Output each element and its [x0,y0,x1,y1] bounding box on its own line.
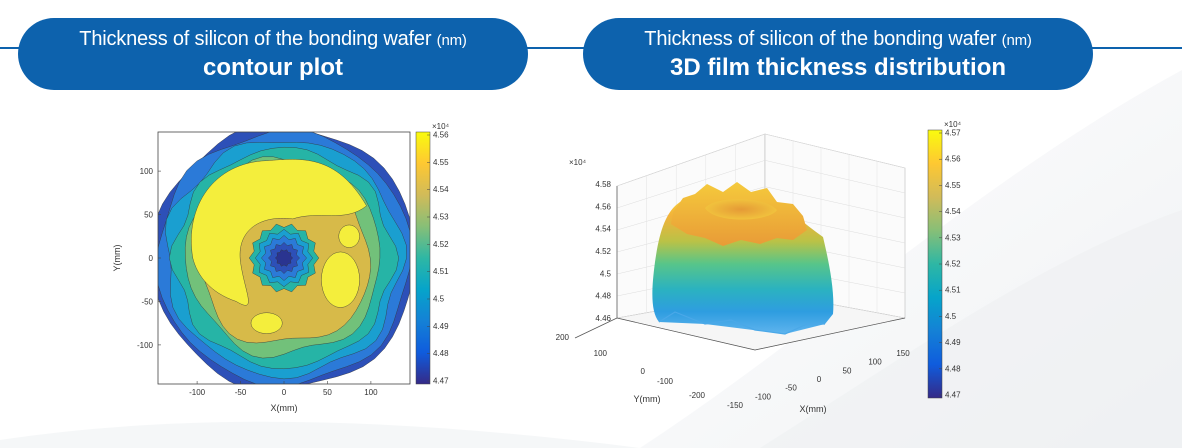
contour-high-island [338,224,360,248]
contour-ylabel: Y(mm) [112,245,122,272]
y-tick-label: 200 [556,333,570,342]
z-tick-label: 4.52 [595,247,611,256]
x-tick-label: -100 [189,388,206,397]
surface-xlabel: X(mm) [800,404,827,414]
z-tick-label: 4.58 [595,180,611,189]
colorbar-tick-label: 4.54 [945,207,961,216]
surface-shape [652,182,834,335]
colorbar-tick-label: 4.49 [945,338,961,347]
grid-line [764,160,906,194]
contour-xlabel: X(mm) [271,403,298,413]
x-tick-label: -50 [785,384,797,393]
colorbar-tick-label: 4.55 [945,181,961,190]
surface-labels: ×10⁴ 4.58 4.56 4.54 4.52 4.5 4.48 4.46 200 100 0 -1… [556,158,911,410]
colorbar-tick-label: 4.5 [433,295,445,304]
contour-high-island [321,251,360,308]
surface-ylabel: Y(mm) [634,394,661,404]
z-tick-label: 4.56 [595,202,611,211]
y-tick-label: -200 [689,391,706,400]
z-exponent-label: ×10⁴ [569,158,587,167]
contour-layers [158,132,410,384]
panel-title-text: Thickness of silicon of the bonding wafe… [79,28,432,50]
header-rule-right [1085,47,1182,49]
x-tick-label: 100 [868,358,882,367]
panel-title-unit: (nm) [436,32,467,49]
colorbar-tick-label: 4.53 [945,233,961,242]
y-axis-line [616,317,756,351]
panel-title-unit: (nm) [1001,32,1032,49]
contour-high-region [191,159,367,306]
colorbar-tick-label: 4.52 [945,260,961,269]
grid-line [616,133,766,187]
colorbar-tick-label: 4.57 [945,129,961,138]
x-tick-label: 50 [843,366,852,375]
grid-line [616,160,766,209]
colorbar-tick-label: 4.51 [945,286,961,295]
x-tick-label: -100 [755,392,772,401]
grid-line [764,133,906,169]
x-tick-label: 150 [896,349,910,358]
colorbar-tick-label: 4.56 [945,155,961,164]
y-tick-label: 100 [140,167,154,176]
colorbar-tick-label: 4.48 [945,364,961,373]
x-tick-label: 0 [817,375,822,384]
x-tick-label: 50 [323,388,332,397]
colorbar-tick-label: 4.53 [433,213,449,222]
colorbar-tick-label: 4.47 [433,377,449,386]
x-tick-label: 100 [364,388,378,397]
colorbar-tick-label: 4.55 [433,158,449,167]
colorbar-tick-label: 4.52 [433,240,449,249]
y-axis-line [574,317,618,339]
colorbar-tick-label: 4.48 [433,349,449,358]
z-tick-label: 4.54 [595,225,611,234]
y-tick-label: -100 [657,377,674,386]
colorbar-tick-label: 4.5 [945,312,957,321]
x-tick-label: -50 [235,388,247,397]
contour-dip-level-4 [275,249,293,267]
x-tick-label: -150 [727,401,744,410]
y-tick-label: 0 [149,254,154,263]
z-tick-label: 4.46 [595,314,611,323]
colorbar-tick-label: 4.51 [433,267,449,276]
surface-3d-plot: ×10⁴ 4.58 4.56 4.54 4.52 4.5 4.48 4.46 200 100 0 -1… [556,120,962,414]
panel-title-contour: Thickness of silicon of the bonding wafe… [18,18,528,90]
z-tick-label: 4.5 [600,269,612,278]
panel-subtitle: 3D film thickness distribution [669,54,1007,81]
x-axis-line [754,317,906,351]
y-tick-label: 100 [594,349,608,358]
y-tick-label: -100 [137,341,154,350]
surface-center-dip [705,199,777,220]
contour-plot: -100 -50 0 50 100 100 50 0 -50 -100 X(mm) Y(mm) ×… [112,122,450,413]
y-tick-label: -50 [141,297,153,306]
contour-ticks: -100 -50 0 50 100 100 50 0 -50 -100 [137,167,378,397]
surface-bottom-edge [658,311,825,335]
colorbar-gradient [415,131,431,385]
colorbar-tick-label: 4.49 [433,322,449,331]
x-tick-label: 0 [282,388,287,397]
contour-high-island [250,312,283,334]
panel-title-3d: Thickness of silicon of the bonding wafe… [583,18,1093,90]
panel-subtitle: contour plot [203,54,343,81]
z-tick-label: 4.48 [595,292,611,301]
header-rule-left [0,47,30,49]
colorbar-tick-label: 4.54 [433,185,449,194]
grid-line [764,186,906,219]
colorbar-exponent: ×10⁴ [432,122,450,131]
header-rule-middle [520,47,590,49]
colorbar-tick-label: 4.56 [433,131,449,140]
colorbar-exponent: ×10⁴ [944,120,962,129]
y-tick-label: 0 [641,367,646,376]
colorbar-tick-label: 4.47 [945,391,961,400]
y-tick-label: 50 [144,211,153,220]
panel-title-text: Thickness of silicon of the bonding wafe… [644,28,997,50]
